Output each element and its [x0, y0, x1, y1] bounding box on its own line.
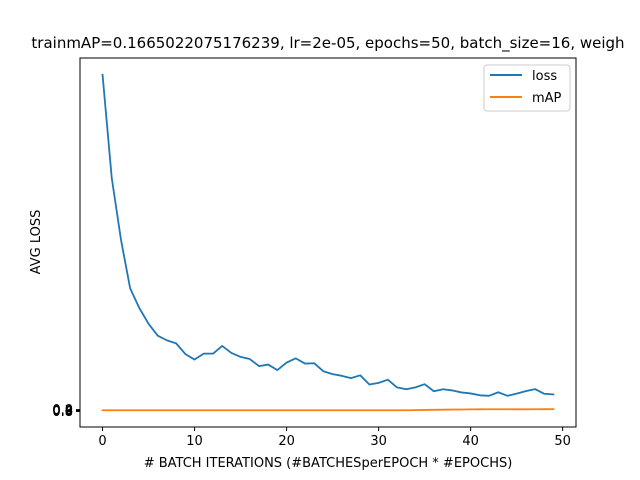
legend-label-loss: loss [532, 69, 557, 84]
series-line-map [101, 408, 555, 412]
y-tick-label: 0.2 [52, 404, 73, 419]
x-tick-label: 10 [186, 434, 203, 449]
series-group [101, 73, 555, 412]
y-axis-label: AVG LOSS [29, 210, 44, 275]
y-tick-label: 0.0 [52, 403, 73, 418]
x-tick-label: 50 [554, 434, 571, 449]
x-tick-label: 20 [278, 434, 295, 449]
x-tick-label: 30 [370, 434, 387, 449]
legend-frame [483, 64, 571, 112]
plot-area: 0 10 20 30 40 50 0.00.20.40.60.8 [52, 57, 577, 449]
axes-frame [79, 57, 577, 428]
legend-label-map: mAP [532, 91, 562, 106]
y-axis-ticks: 0.00.20.40.60.8 [52, 403, 80, 420]
legend: loss mAP [483, 64, 571, 112]
y-tick-label: 0.8 [52, 405, 73, 420]
x-tick-label: 40 [462, 434, 479, 449]
y-tick-label: 0.6 [52, 404, 73, 419]
chart-title: trainmAP=0.1665022075176239, lr=2e-05, e… [31, 34, 624, 53]
series-line-loss [101, 73, 555, 397]
x-axis-label: # BATCH ITERATIONS (#BATCHESperEPOCH * #… [144, 456, 513, 471]
x-axis-ticks: 0 10 20 30 40 50 [98, 427, 571, 449]
y-tick-label: 0.4 [52, 404, 73, 419]
x-tick-label: 0 [98, 434, 106, 449]
